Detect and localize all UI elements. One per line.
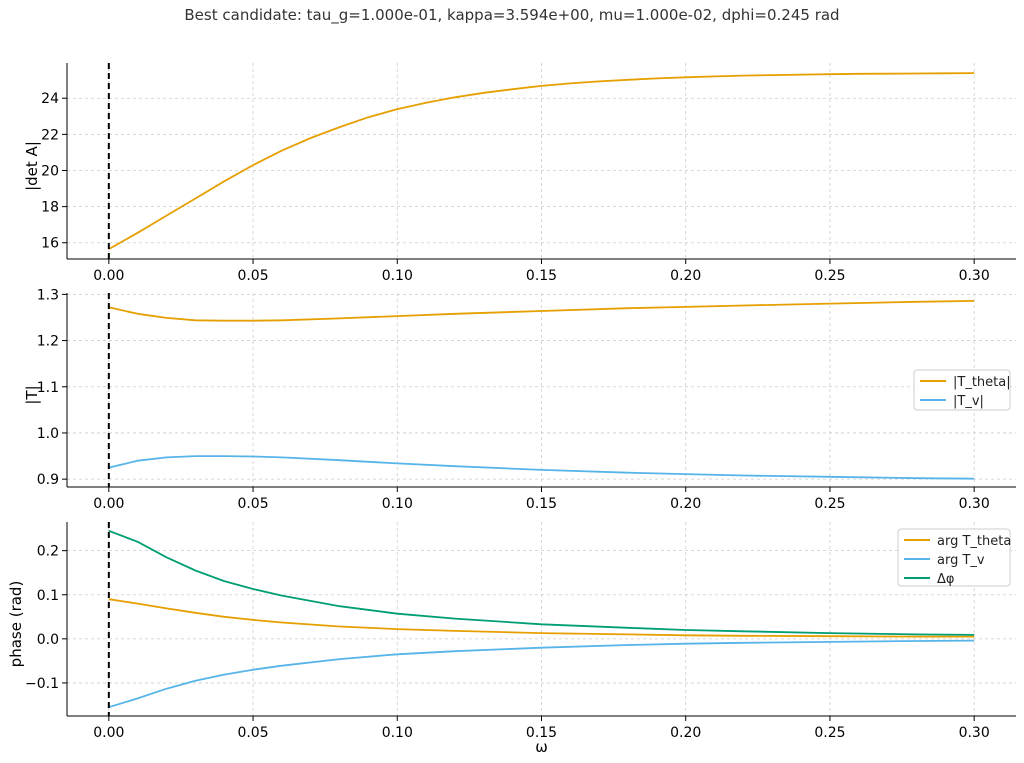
y-tick-label: 16 [41,236,59,252]
legend-label: Δφ [937,572,954,587]
x-tick-label: 0.30 [959,725,990,741]
legend-label: |T_v| [953,394,984,409]
x-tick-label: 0.05 [237,725,268,741]
x-tick-label: 0.25 [814,268,845,284]
x-tick-label: 0.10 [382,496,413,512]
y-axis-label: phase (rad) [7,581,25,668]
y-axis-label: |T| [23,385,41,404]
legend-label: |T_theta| [953,375,1011,390]
x-tick-label: 0.25 [814,496,845,512]
y-tick-label: 0.2 [37,544,59,560]
legend: |T_theta| |T_v| [913,369,1011,411]
figure-title: Best candidate: tau_g=1.000e-01, kappa=3… [184,6,839,25]
x-tick-label: 0.20 [670,268,701,284]
legend-label: arg T_v [937,553,985,568]
x-tick-label: 0.20 [670,496,701,512]
series-line-2 [108,455,975,480]
x-tick-label: 0.15 [526,725,557,741]
series-line-3 [108,529,975,636]
legend-box [897,528,1011,587]
y-tick-label: 1.0 [37,426,59,442]
legend-label: arg T_theta [937,534,1011,549]
y-tick-label: 1.1 [37,380,59,396]
x-axis-label: ω [535,738,548,756]
x-tick-label: 0.20 [670,725,701,741]
grid [67,293,1016,487]
x-tick-label: 0.30 [959,268,990,284]
y-tick-label: 1.3 [37,287,59,303]
series-line-1 [108,72,975,250]
grid [67,522,1016,716]
grid [67,63,1016,259]
y-tick-label: 20 [41,163,59,179]
x-tick-label: 0.15 [526,496,557,512]
x-tick-label: 0.30 [959,496,990,512]
y-tick-label: 24 [41,91,59,107]
panel-1: 0.00 0.05 0.10 0.15 0.20 0.25 0.30 16 18 20 22 24 |d… [23,63,1016,284]
panel-2: 0.00 0.05 0.10 0.15 0.20 0.25 0.30 0.9 1.0 1.1 1.2… [23,287,1016,512]
x-tick-label: 0.00 [93,725,124,741]
series-line-2 [108,639,975,709]
x-tick-label: 0.10 [382,268,413,284]
x-tick-label: 0.00 [93,268,124,284]
x-tick-label: 0.05 [237,268,268,284]
x-tick-label: 0.25 [814,725,845,741]
x-tick-label: 0.15 [526,268,557,284]
y-tick-label: 0.0 [37,632,59,648]
y-tick-label: 1.2 [37,334,59,350]
series-line-1 [108,598,975,638]
y-tick-label: −0.1 [25,676,59,692]
y-tick-label: 18 [41,200,59,216]
y-tick-label: 0.1 [37,588,59,604]
y-tick-label: 0.9 [37,472,59,488]
x-tick-label: 0.10 [382,725,413,741]
x-tick-label: 0.05 [237,496,268,512]
x-tick-label: 0.00 [93,496,124,512]
panel-3: 0.00 0.05 0.10 0.15 0.20 0.25 0.30 −0.1 0.0 0.1 0.… [7,522,1016,756]
y-tick-label: 22 [41,127,59,143]
series-line-1 [108,300,975,322]
y-axis-label: |det A| [23,141,41,191]
